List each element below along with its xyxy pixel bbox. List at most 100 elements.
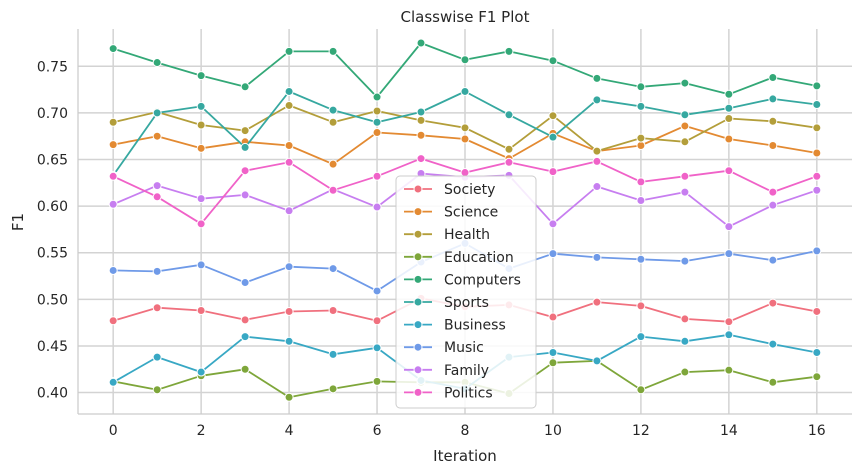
legend: Society Science Health Education Computers Sp… [395,175,537,409]
data-point-music [196,260,206,270]
legend-item-education: Education [404,250,514,266]
data-point-sports [372,117,382,127]
data-point-family [680,187,690,197]
legend-swatch-marker [413,207,423,217]
legend-swatch-marker [413,229,423,239]
data-point-sports [152,108,162,118]
data-point-politics [592,156,602,166]
data-point-health [240,126,250,136]
data-point-politics [372,171,382,181]
legend-item-politics: Politics [404,385,493,401]
data-point-computers [196,71,206,81]
data-point-music [284,262,294,272]
axes [77,29,852,415]
data-point-health [812,123,822,133]
data-point-society [196,306,206,316]
data-point-computers [460,55,470,65]
data-point-society [372,316,382,326]
data-point-society [284,306,294,316]
data-point-music [680,256,690,266]
data-point-sports [680,110,690,120]
data-point-society [108,316,118,326]
data-point-business [548,347,558,357]
data-point-sports [328,105,338,115]
data-point-politics [240,166,250,176]
data-point-sports [768,94,778,104]
data-point-education [284,392,294,402]
x-tick-labels: 0 2 4 6 8 10 12 14 16 [109,423,826,439]
data-point-science [812,148,822,158]
data-point-science [284,141,294,151]
data-point-computers [108,44,118,54]
data-point-health [680,137,690,147]
data-point-computers [416,38,426,48]
data-point-society [680,314,690,324]
data-point-politics [504,157,514,167]
legend-label: Music [444,340,484,356]
legend-label: Society [444,182,495,198]
data-point-health [636,133,646,143]
y-tick-label: 0.50 [37,292,68,308]
y-tick-label: 0.75 [37,59,68,75]
legend-item-music: Music [404,340,484,356]
data-point-family [636,196,646,206]
data-point-sports [284,86,294,96]
data-point-family [152,181,162,191]
legend-label: Computers [444,272,521,288]
data-point-computers [328,46,338,56]
data-point-politics [416,154,426,164]
data-point-family [812,185,822,195]
data-point-science [328,159,338,169]
x-tick-label: 0 [109,423,118,439]
data-point-family [196,194,206,204]
data-point-sports [460,86,470,96]
x-tick-label: 12 [632,423,650,439]
data-point-health [768,116,778,126]
data-point-business [592,356,602,366]
series-computers [108,38,822,102]
data-point-science [680,121,690,131]
data-point-education [240,364,250,374]
data-point-music [108,265,118,275]
data-point-politics [548,167,558,177]
data-point-society [592,297,602,307]
data-point-health [108,117,118,127]
data-point-science [196,143,206,153]
data-point-science [372,127,382,137]
data-point-music [636,254,646,264]
legend-item-sports: Sports [404,295,489,311]
data-point-business [768,339,778,349]
data-point-computers [504,46,514,56]
data-point-business [108,377,118,387]
data-point-music [768,255,778,265]
series-politics [108,154,822,229]
data-point-business [152,352,162,362]
data-point-computers [636,82,646,92]
data-point-education [636,385,646,395]
chart-title: Classwise F1 Plot [401,8,530,26]
legend-label: Business [444,318,506,334]
data-point-science [416,130,426,140]
legend-label: Sports [444,295,489,311]
data-point-politics [724,166,734,176]
data-point-music [152,266,162,276]
legend-item-health: Health [404,227,490,243]
data-point-society [328,306,338,316]
data-point-business [724,330,734,340]
x-tick-label: 8 [461,423,470,439]
y-tick-label: 0.70 [37,106,68,122]
data-point-education [680,367,690,377]
legend-label: Family [444,363,489,379]
data-point-business [636,332,646,342]
data-point-education [372,376,382,386]
data-point-computers [592,73,602,83]
data-point-health [372,106,382,116]
data-point-computers [768,72,778,82]
x-tick-label: 6 [373,423,382,439]
y-axis-label: F1 [9,213,27,231]
x-tick-label: 4 [285,423,294,439]
data-point-computers [240,82,250,92]
data-point-politics [196,219,206,229]
data-point-society [724,317,734,327]
